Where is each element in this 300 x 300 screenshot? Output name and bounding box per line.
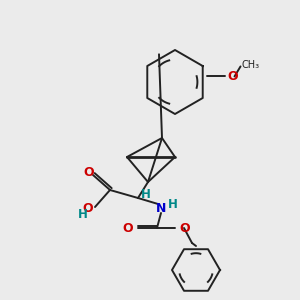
Text: O: O (179, 221, 190, 235)
Text: CH₃: CH₃ (242, 60, 260, 70)
Text: H: H (168, 199, 178, 212)
Text: O: O (84, 166, 94, 178)
Text: O: O (227, 70, 238, 83)
Text: H: H (141, 188, 151, 200)
Text: H: H (78, 208, 88, 221)
Text: O: O (82, 202, 93, 215)
Text: O: O (122, 221, 133, 235)
Text: N: N (156, 202, 166, 214)
